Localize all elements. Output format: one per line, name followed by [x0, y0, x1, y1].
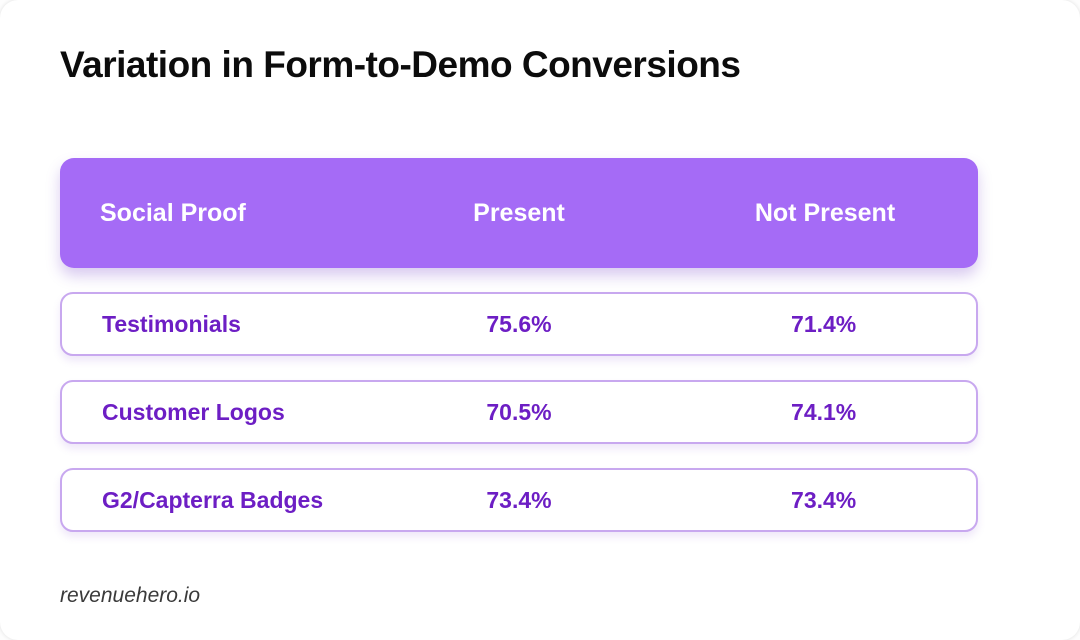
table-header-row: Social Proof Present Not Present: [60, 158, 978, 268]
present-value: 75.6%: [486, 310, 552, 337]
table-row-testimonials: Testimonials 75.6% 71.4%: [60, 292, 978, 356]
column-header-not-present: Not Present: [754, 198, 896, 227]
row-label: Customer Logos: [102, 398, 285, 425]
row-label: Testimonials: [102, 310, 241, 337]
brand-footer: revenuehero.io: [60, 584, 201, 607]
table-row-g2-capterra-badges: G2/Capterra Badges 73.4% 73.4%: [60, 468, 978, 532]
not-present-value: 71.4%: [791, 310, 857, 337]
not-present-value: 74.1%: [791, 398, 857, 425]
not-present-value: 73.4%: [791, 486, 857, 513]
conversion-table: Social Proof Present Not Present Testimo…: [60, 158, 978, 532]
present-value: 73.4%: [486, 486, 552, 513]
page-title: Variation in Form-to-Demo Conversions: [60, 44, 741, 85]
present-value: 70.5%: [486, 398, 552, 425]
column-header-social-proof: Social Proof: [100, 198, 246, 227]
column-header-present: Present: [473, 198, 565, 227]
table-row-customer-logos: Customer Logos 70.5% 74.1%: [60, 380, 978, 444]
row-label: G2/Capterra Badges: [102, 486, 324, 513]
